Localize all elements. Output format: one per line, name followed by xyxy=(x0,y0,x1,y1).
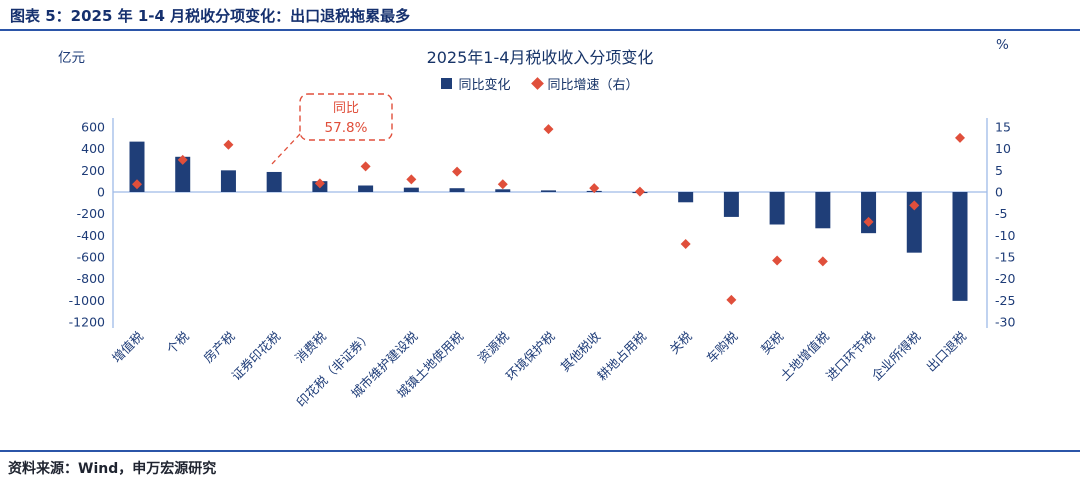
legend-label-yoy-growth: 同比增速（右） xyxy=(547,78,639,93)
yoy-marker-耕地占用税 xyxy=(634,186,645,197)
yoy-marker-资源税 xyxy=(497,179,508,190)
figure-caption: 图表 5：2025 年 1-4 月税收分项变化：出口退税拖累最多 xyxy=(10,7,411,25)
yoy-marker-土地增值税 xyxy=(817,256,828,267)
left-tick: 400 xyxy=(81,141,105,156)
x-label: 增值税 xyxy=(109,328,146,365)
footer-divider xyxy=(0,450,1080,452)
bar-增值税 xyxy=(129,141,145,192)
bar-城市维护建设税 xyxy=(403,187,419,192)
left-tick: 600 xyxy=(81,120,105,135)
x-label: 证券印花税 xyxy=(228,328,283,383)
right-tick: -25 xyxy=(995,293,1015,308)
x-label: 关税 xyxy=(666,328,695,357)
yoy-marker-增值税 xyxy=(132,179,142,190)
yoy-marker-出口退税 xyxy=(955,132,965,143)
yoy-marker-消费税 xyxy=(314,178,325,189)
bar-房产税 xyxy=(220,170,236,192)
bar-证券印花税 xyxy=(266,171,282,192)
x-label: 车购税 xyxy=(703,328,740,365)
growth-callout-annotation: 同比 57.8% xyxy=(270,93,393,166)
yoy-marker-关税 xyxy=(680,239,691,249)
x-label: 出口退税 xyxy=(923,328,969,374)
x-label: 其他税收 xyxy=(557,328,603,374)
source-note: 资料来源：Wind，申万宏源研究 xyxy=(8,461,217,477)
left-tick: -200 xyxy=(77,206,105,221)
header-divider xyxy=(0,29,1080,31)
yoy-marker-车购税 xyxy=(726,294,737,305)
right-tick: 10 xyxy=(995,141,1011,156)
right-tick: -10 xyxy=(995,228,1015,243)
left-tick: -400 xyxy=(77,228,105,243)
bar-资源税 xyxy=(495,189,511,192)
bar-swatch-icon xyxy=(441,78,453,89)
yoy-growth-markers xyxy=(132,124,965,305)
x-label: 资源税 xyxy=(475,328,512,365)
bar-契税 xyxy=(769,192,785,225)
bar-企业所得税 xyxy=(906,192,922,253)
yoy-marker-进口环节税 xyxy=(863,216,874,227)
annotation-line-1: 同比 xyxy=(333,101,359,116)
x-label: 契税 xyxy=(758,328,787,357)
right-tick: 15 xyxy=(995,120,1011,135)
right-tick: 5 xyxy=(995,163,1003,178)
yoy-marker-契税 xyxy=(772,255,783,266)
yoy-marker-印花税（非证券） xyxy=(360,161,371,172)
bar-城镇土地使用税 xyxy=(449,188,465,192)
right-axis-unit-label: % xyxy=(996,37,1009,53)
bar-进口环节税 xyxy=(861,192,877,234)
left-tick: 0 xyxy=(97,185,105,200)
bar-车购税 xyxy=(723,192,739,217)
bar-环境保护税 xyxy=(541,190,556,192)
x-label: 房产税 xyxy=(200,328,237,365)
yoy-marker-其他税收 xyxy=(589,183,600,194)
x-label: 耕地占用税 xyxy=(594,328,649,383)
bar-土地增值税 xyxy=(815,192,831,229)
annotation-line-2: 57.8% xyxy=(325,120,368,136)
bar-印花税（非证券） xyxy=(358,185,374,192)
right-tick: -5 xyxy=(995,206,1007,221)
yoy-marker-房产税 xyxy=(223,139,234,150)
right-tick: -20 xyxy=(995,271,1015,286)
left-tick: -1200 xyxy=(69,315,105,330)
x-label: 个税 xyxy=(164,328,193,357)
legend-label-yoy-change: 同比变化 xyxy=(458,78,511,93)
bar-关税 xyxy=(678,192,694,203)
yoy-marker-环境保护税 xyxy=(543,124,554,135)
x-label: 消费税 xyxy=(292,328,329,365)
legend-item-yoy-change: 同比变化 xyxy=(441,74,511,93)
x-label: 环境保护税 xyxy=(503,328,558,383)
x-label: 企业所得税 xyxy=(869,328,924,383)
chart-title: 2025年1-4月税收收入分项变化 xyxy=(426,48,654,67)
yoy-marker-城镇土地使用税 xyxy=(452,166,463,177)
axis-lines xyxy=(112,118,988,328)
yoy-marker-企业所得税 xyxy=(909,200,920,211)
left-tick: 200 xyxy=(81,163,105,178)
yoy-marker-城市维护建设税 xyxy=(406,174,417,185)
left-tick: -600 xyxy=(77,250,105,265)
bar-出口退税 xyxy=(952,192,968,301)
left-tick: -800 xyxy=(77,271,105,286)
chart-legend: 同比变化 同比增速（右） xyxy=(0,74,1080,93)
right-tick: -15 xyxy=(995,250,1015,265)
right-tick: -30 xyxy=(995,315,1015,330)
bars-series xyxy=(129,141,968,301)
legend-item-yoy-growth: 同比增速（右） xyxy=(530,74,639,93)
right-axis-ticks: 15 10 5 0 -5 -10 -15 -20 -25 -30 xyxy=(995,120,1015,330)
left-axis-ticks: 600 400 200 0 -200 -400 -600 -800 -1000 -1200 xyxy=(69,120,105,330)
right-tick: 0 xyxy=(995,185,1003,200)
left-tick: -1000 xyxy=(69,293,105,308)
left-axis-unit-label: 亿元 xyxy=(58,50,85,66)
yoy-marker-个税 xyxy=(177,154,188,165)
bar-个税 xyxy=(175,156,191,192)
